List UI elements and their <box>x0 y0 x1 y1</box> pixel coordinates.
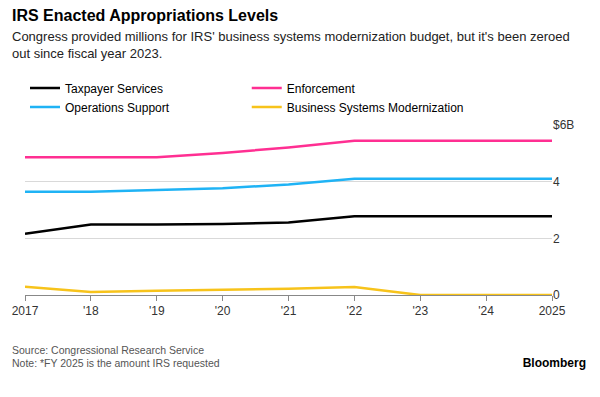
html-text:Note: *FY 2025 is the amount I: Note: *FY 2025 is the amount IRS request… <box>12 357 220 369</box>
svg-text:$6B: $6B <box>553 118 574 132</box>
html-text:IRS Enacted Appropriations Lev: IRS Enacted Appropriations Levels <box>12 7 279 24</box>
svg-text:'22: '22 <box>347 304 363 318</box>
svg-text:Business Systems Modernization: Business Systems Modernization <box>287 101 464 115</box>
svg-text:2025: 2025 <box>539 304 566 318</box>
svg-text:2017: 2017 <box>12 304 39 318</box>
svg-text:'20: '20 <box>215 304 231 318</box>
svg-text:'23: '23 <box>412 304 428 318</box>
svg-text:'18: '18 <box>83 304 99 318</box>
svg-text:4: 4 <box>553 175 560 189</box>
html-text:Source: Congressional Research: Source: Congressional Research Service <box>12 344 204 356</box>
svg-text:0: 0 <box>553 288 560 302</box>
svg-text:Operations Support: Operations Support <box>65 101 170 115</box>
html-text:Congress provided millions for: Congress provided millions for IRS' busi… <box>12 29 570 61</box>
html-text:Bloomberg: Bloomberg <box>522 356 586 370</box>
svg-text:Taxpayer Services: Taxpayer Services <box>65 82 163 96</box>
svg-text:'19: '19 <box>149 304 165 318</box>
svg-text:Enforcement: Enforcement <box>287 82 356 96</box>
svg-text:'24: '24 <box>478 304 494 318</box>
svg-text:2: 2 <box>553 232 560 246</box>
svg-text:'21: '21 <box>281 304 297 318</box>
